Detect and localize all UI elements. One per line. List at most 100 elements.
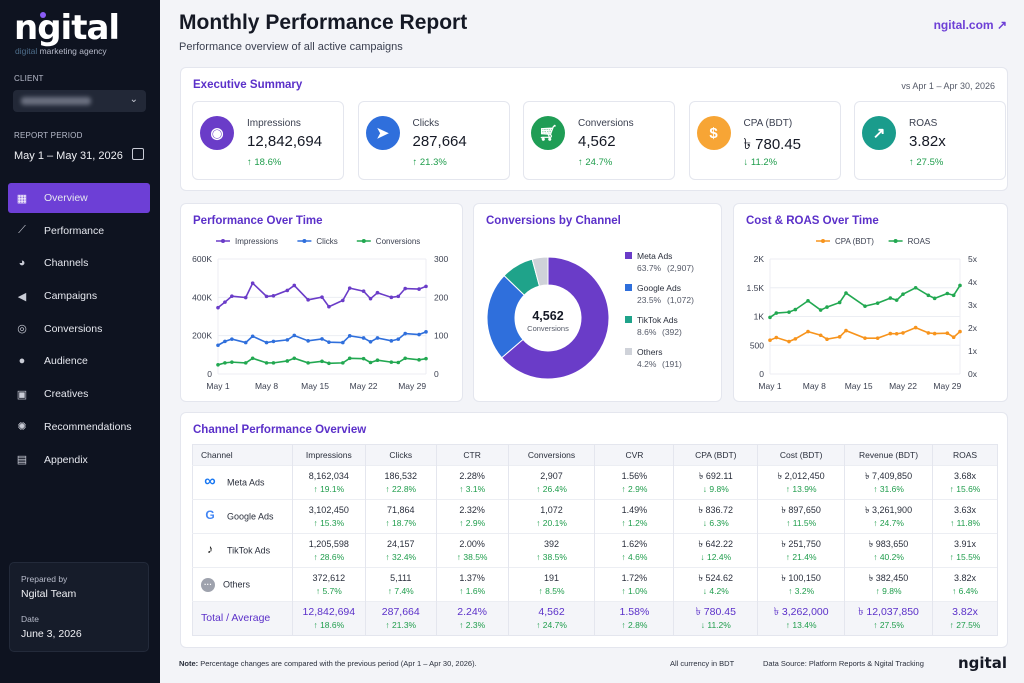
column-header[interactable]: Conversions [508, 444, 596, 466]
column-header[interactable]: CTR [436, 444, 509, 466]
y-left-tick: 400K [192, 292, 212, 302]
data-point [250, 356, 255, 361]
data-point [341, 298, 345, 303]
legend-item[interactable]: ROAS [888, 237, 931, 246]
donut-slice-meta-ads[interactable] [500, 256, 610, 380]
sidebar-item-creatives[interactable]: ▣ Creatives [8, 379, 150, 409]
legend-item[interactable]: Conversions [356, 237, 420, 246]
data-point [230, 360, 234, 364]
calendar-icon[interactable] [132, 148, 144, 160]
metric-change: ↑ 20.1% [536, 517, 567, 528]
column-header[interactable]: Clicks [365, 444, 437, 466]
sidebar-item-appendix[interactable]: ▤ Appendix [8, 445, 150, 475]
report-period-label: REPORT PERIOD [14, 131, 83, 140]
sidebar-item-channels[interactable]: ◕ Channels [8, 248, 150, 278]
metric-value: 1.62% [621, 538, 648, 549]
legend-item[interactable]: Impressions [216, 237, 278, 246]
metric-change: ↑ 2.8% [621, 619, 648, 630]
metric-change: ↑ 40.2% [873, 551, 904, 562]
channel-performance-card: Channel Performance Overview Channel Impr… [180, 412, 1008, 648]
data-point [368, 340, 373, 344]
y-right-tick: 1x [968, 346, 978, 356]
legend-label: CPA (BDT) [835, 237, 874, 246]
sidebar-item-label: Conversions [44, 322, 103, 335]
data-point [223, 361, 227, 365]
sidebar-item-campaigns[interactable]: ◀ Campaigns [8, 281, 150, 311]
sidebar-item-performance[interactable]: ⟋ Performance [8, 216, 150, 246]
metric-change: ↑ 26.4% [536, 483, 567, 494]
lightbulb-icon: ✺ [17, 421, 27, 434]
column-header[interactable]: CPA (BDT) [673, 444, 759, 466]
metric-value: 2.24% [457, 605, 488, 618]
data-point [341, 340, 345, 345]
data-point [825, 305, 829, 309]
metric-value: ৳ 524.62 [698, 572, 734, 583]
growth-chart-icon: ↗ [862, 116, 896, 150]
cart-icon: 🛒︎ [531, 116, 565, 150]
series-line-clicks [217, 331, 427, 346]
data-point [327, 340, 331, 344]
client-select[interactable]: ⌄ [13, 90, 146, 112]
column-header[interactable]: CVR [594, 444, 675, 466]
data-point [264, 294, 269, 299]
channel-name: Meta Ads [227, 476, 265, 487]
sidebar-item-overview[interactable]: ▦ Overview [8, 183, 150, 213]
metric-value: ৳ 897,650 [781, 504, 821, 515]
data-point [216, 343, 220, 348]
ngital-logo: ngital [14, 8, 120, 48]
data-point [250, 334, 255, 339]
data-point [888, 331, 893, 336]
data-point [375, 336, 380, 340]
channel-cell: Total / Average [192, 601, 293, 636]
column-header[interactable]: Cost (BDT) [757, 444, 846, 466]
metric-change: ↓ 9.8% [702, 483, 729, 494]
legend-item[interactable]: Clicks [297, 237, 338, 246]
data-point [389, 339, 394, 343]
data-point [424, 330, 428, 334]
y-right-tick: 5x [968, 254, 978, 264]
sidebar-item-label: Recommendations [44, 420, 132, 433]
x-tick: May 1 [758, 381, 781, 391]
data-point [875, 301, 880, 305]
donut-slice-others[interactable] [531, 256, 549, 287]
data-point [793, 307, 798, 312]
metric-change: ↓ 12.4% [700, 551, 732, 562]
data-point [292, 333, 297, 338]
metric-change: ↑ 27.5% [949, 619, 981, 630]
sidebar-item-recommendations[interactable]: ✺ Recommendations [8, 412, 150, 442]
metric-cell: ৳ 100,150 ↑ 3.2% [757, 567, 846, 602]
data-point [894, 331, 899, 336]
data-point [875, 336, 880, 340]
donut-center-label: Conversions [527, 324, 569, 333]
metric-cell: 71,864 ↑ 18.7% [365, 499, 437, 534]
column-header[interactable]: Revenue (BDT) [844, 444, 934, 466]
column-header[interactable]: Channel [192, 444, 293, 466]
x-tick: May 22 [889, 381, 917, 391]
metric-value: 1,205,598 [308, 538, 349, 549]
metric-value: 287,664 [381, 605, 420, 618]
metric-cell: 3.91x ↑ 15.5% [932, 533, 998, 568]
metric-value: 1.56% [621, 470, 648, 481]
metric-change: ↑ 13.9% [785, 483, 817, 494]
legend-item[interactable]: CPA (BDT) [816, 237, 874, 246]
report-period-value[interactable]: May 1 – May 31, 2026 [14, 150, 123, 162]
y-left-tick: 600K [192, 254, 212, 264]
sidebar-item-audience[interactable]: ● Audience [8, 346, 150, 376]
image-icon: ▣ [16, 388, 28, 401]
column-header[interactable]: ROAS [932, 444, 998, 466]
channel-cell: G Google Ads [192, 499, 293, 534]
website-link[interactable]: ngital.com ↗ [933, 18, 1007, 32]
data-point [926, 293, 931, 298]
client-name-redacted [21, 97, 91, 105]
data-point [774, 335, 779, 340]
metric-change: ↑ 24.7% [873, 517, 904, 528]
date-label: Date [21, 614, 39, 624]
comparison-period: vs Apr 1 – Apr 30, 2026 [901, 81, 995, 91]
kpi-change: ↑ 24.7% [578, 157, 613, 168]
metric-value: 392 [544, 538, 560, 549]
kpi-label: Impressions [247, 118, 301, 129]
column-header[interactable]: Impressions [292, 444, 366, 466]
metric-value: 3.82x [952, 605, 978, 618]
sidebar-item-conversions[interactable]: ◎ Conversions [8, 314, 150, 344]
data-point [837, 300, 842, 305]
